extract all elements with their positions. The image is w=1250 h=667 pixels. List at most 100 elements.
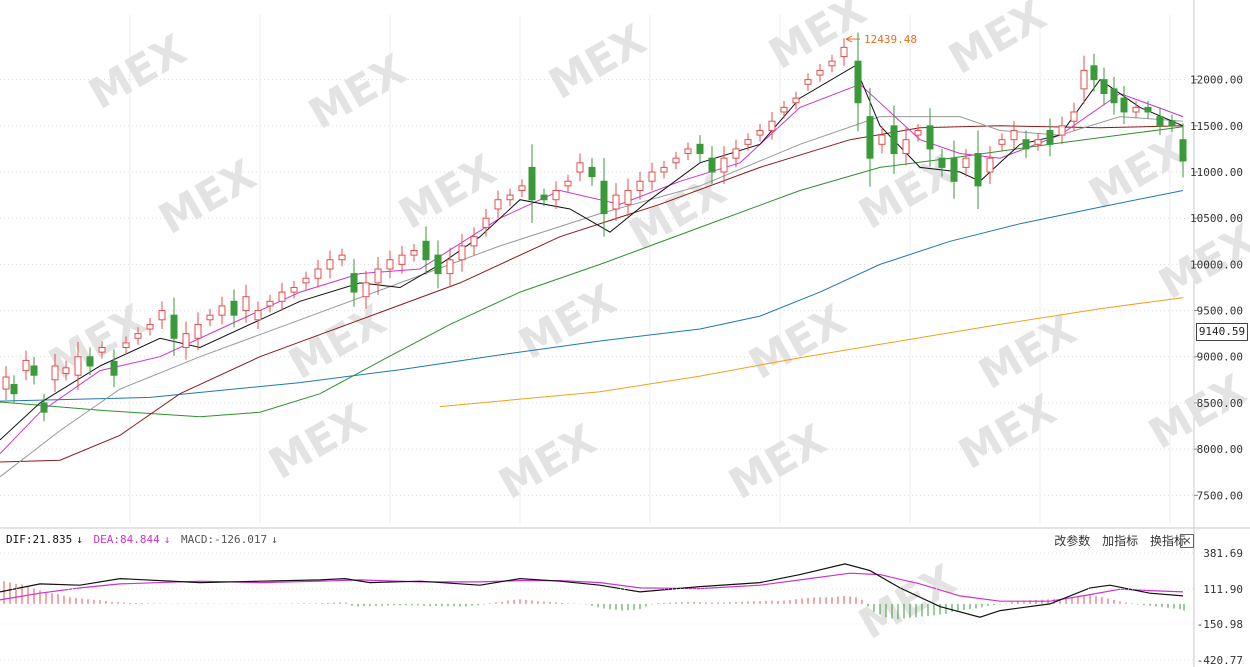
candle-down — [866, 116, 874, 159]
candle-up — [840, 46, 848, 58]
current-price-box: 9140.59 — [1196, 323, 1248, 341]
dea-label: DEA:84.844 — [93, 533, 160, 546]
watermark-logo: MEX — [151, 150, 265, 244]
watermark-logo: MEX — [851, 555, 965, 649]
candle-up — [732, 148, 740, 159]
watermark-logo: MEX — [281, 295, 395, 389]
watermark-logo: MEX — [541, 15, 655, 109]
candle-up — [254, 310, 262, 321]
candle-down — [10, 383, 18, 395]
candle-up — [914, 129, 922, 136]
candle-down — [854, 60, 862, 104]
candle-up — [362, 282, 370, 298]
candle-down — [938, 157, 946, 168]
candle-down — [540, 194, 548, 201]
switch-indicator-button[interactable]: 换指标 — [1149, 534, 1186, 548]
price-tick-label: 12000.00 — [1190, 74, 1243, 87]
candle-up — [816, 69, 824, 76]
ma120-line — [0, 190, 1184, 402]
candle-up — [636, 180, 644, 191]
macd-legend: DIF:21.835 ↓ DEA:84.844 ↓ MACD:-126.017 ↓ — [6, 533, 282, 546]
candle-up — [158, 310, 166, 321]
price-tick-label: 11500.00 — [1190, 120, 1243, 133]
candle-up — [660, 166, 668, 173]
candle-up — [720, 157, 728, 173]
macd-tick-label: -420.77 — [1197, 654, 1243, 667]
candle-down — [890, 125, 898, 155]
candle-up — [828, 60, 836, 67]
candle-down — [696, 143, 704, 155]
price-tick-label: 8000.00 — [1197, 443, 1243, 456]
candle-up — [218, 305, 226, 316]
candle-up — [314, 268, 322, 279]
price-tick-label: 9000.00 — [1197, 351, 1243, 364]
candle-down — [600, 180, 608, 215]
candle-up — [98, 347, 106, 353]
candle-down — [1144, 106, 1152, 113]
candle-up — [756, 129, 764, 136]
candle-up — [1070, 111, 1078, 122]
candle-up — [878, 134, 886, 145]
candle-up — [374, 268, 382, 284]
candle-up — [74, 356, 82, 376]
peak-arrow-icon — [845, 35, 853, 43]
candle-up — [194, 323, 202, 339]
candle-up — [1132, 106, 1140, 113]
candle-down — [40, 402, 48, 413]
candle-up — [768, 120, 776, 131]
price-tick-label: 9500.00 — [1197, 305, 1243, 318]
candle-up — [552, 189, 560, 201]
dif-line — [0, 563, 1184, 618]
candle-up — [564, 180, 572, 187]
close-icon[interactable]: × — [1180, 534, 1194, 548]
candle-up — [1080, 69, 1088, 90]
indicator-buttons: 改参数 加指标 换指标 — [1046, 532, 1186, 549]
watermark-logo: MEX — [971, 305, 1085, 399]
candle-up — [146, 323, 154, 330]
add-indicator-button[interactable]: 加指标 — [1102, 534, 1139, 548]
candle-up — [302, 277, 310, 284]
candle-up — [458, 245, 466, 261]
watermark-logo: MEX — [261, 395, 375, 489]
dif-label: DIF:21.835 — [6, 533, 73, 546]
candle-up — [182, 333, 190, 349]
candle-down — [708, 157, 716, 173]
price-tick-label: 8500.00 — [1197, 397, 1243, 410]
candle-down — [926, 125, 934, 150]
ma60-line — [0, 126, 1184, 418]
candle-up — [470, 236, 478, 247]
macd-tick-label: -150.98 — [1197, 618, 1243, 631]
candle-down — [434, 254, 442, 275]
candle-down — [588, 166, 596, 178]
candle-down — [1100, 79, 1108, 95]
candle-up — [1010, 129, 1018, 141]
candle-up — [386, 259, 394, 270]
candle-down — [1120, 97, 1128, 113]
macd-tick-label: 381.69 — [1203, 547, 1243, 560]
candle-down — [1022, 139, 1030, 150]
candle-down — [1090, 65, 1098, 81]
candle-up — [792, 97, 800, 104]
candle-up — [22, 359, 30, 372]
candle-down — [170, 314, 178, 339]
candle-up — [1058, 125, 1066, 136]
price-tick-label: 11000.00 — [1190, 166, 1243, 179]
candle-up — [51, 365, 59, 381]
candle-up — [62, 367, 70, 374]
candle-down — [1046, 129, 1054, 145]
candle-up — [684, 148, 692, 155]
ma5-line — [0, 65, 1184, 441]
candle-up — [266, 300, 274, 307]
candle-down — [422, 240, 430, 261]
candle-up — [744, 139, 752, 145]
change-params-button[interactable]: 改参数 — [1054, 534, 1091, 548]
ma250-line — [439, 297, 1184, 408]
candle-up — [518, 185, 526, 191]
watermark-logo: MEX — [301, 45, 415, 139]
candle-up — [648, 171, 656, 182]
current-price-value: 9140.59 — [1198, 325, 1246, 338]
price-tick-label: 10500.00 — [1190, 212, 1243, 225]
candle-up — [242, 296, 250, 312]
ma10-line — [0, 83, 1184, 455]
